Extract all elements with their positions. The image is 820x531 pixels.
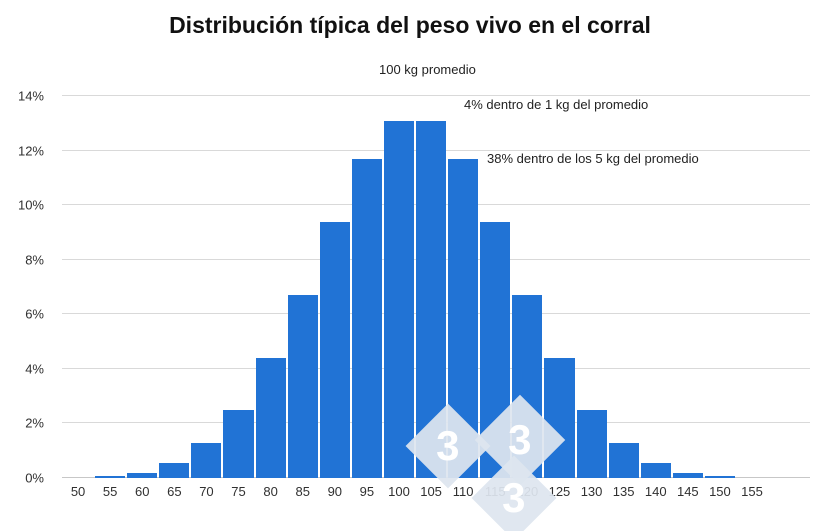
bar: [480, 221, 511, 478]
x-tick-label: 150: [709, 484, 731, 499]
bar: [544, 357, 575, 478]
annotation-within-5kg: 38% dentro de los 5 kg del promedio: [487, 151, 699, 166]
y-tick-label: 6%: [25, 306, 44, 322]
plot-area: 3 3 3: [62, 95, 810, 531]
bar-slot: [158, 96, 190, 478]
bar-slot: [255, 96, 287, 478]
x-tick-label: 100: [388, 484, 410, 499]
x-tick-label: 60: [135, 484, 150, 499]
bar: [672, 472, 703, 478]
bar: [127, 472, 158, 478]
bar-slot: [447, 96, 479, 478]
annotation-within-1kg: 4% dentro de 1 kg del promedio: [464, 97, 649, 112]
y-tick-label: 4%: [25, 361, 44, 377]
bar-slot: [190, 96, 222, 478]
bar: [319, 221, 350, 478]
x-tick-label: 75: [231, 484, 246, 499]
x-tick-label: 90: [327, 484, 343, 499]
bar: [191, 442, 222, 478]
bar-slot: [383, 96, 415, 478]
bar: [640, 463, 671, 478]
bar-slot: [94, 96, 126, 478]
bar: [576, 409, 607, 478]
bar-slot: [704, 96, 736, 478]
y-axis: 0% 2% 4% 6% 8% 10% 12% 14%: [0, 90, 52, 485]
bar: [159, 463, 190, 478]
bar: [223, 409, 254, 478]
bar-slot: [672, 96, 704, 478]
bar: [383, 120, 415, 478]
bar-slot: [319, 96, 351, 478]
bar-slot: [351, 96, 383, 478]
y-tick-label: 14%: [17, 88, 44, 104]
x-tick-label: 55: [102, 484, 118, 499]
bar-slot: [736, 96, 768, 478]
chart-title: Distribución típica del peso vivo en el …: [169, 12, 651, 38]
x-tick-label: 50: [70, 484, 86, 499]
bar-slot: [222, 96, 254, 478]
x-tick-label: 155: [741, 484, 763, 499]
bar: [95, 476, 126, 478]
bar-slot: [62, 96, 94, 478]
bar-slot: [415, 96, 447, 478]
y-tick-label: 8%: [25, 252, 44, 268]
bar: [608, 442, 639, 478]
x-tick-label: 65: [167, 484, 182, 499]
y-tick-label: 0%: [25, 470, 44, 486]
y-tick-label: 10%: [17, 197, 44, 213]
x-axis: 50 55 60 65 70 75 80 85 90 95 100 105 110 115 120 125 13…: [62, 484, 810, 499]
bar-slot: [576, 96, 608, 478]
bar: [448, 158, 479, 478]
x-tick-label: 105: [420, 484, 442, 499]
x-tick-label: 120: [516, 484, 539, 499]
bar: [351, 158, 382, 478]
bar: [287, 295, 318, 478]
x-tick-label: 140: [644, 484, 667, 499]
x-tick-label: 95: [359, 484, 375, 499]
x-tick-label: 70: [199, 484, 214, 499]
x-tick-label: 110: [452, 484, 474, 499]
x-tick-label: 145: [676, 484, 699, 499]
bar-slot: [287, 96, 319, 478]
y-tick-label: 2%: [25, 415, 44, 431]
y-tick-label: 12%: [17, 143, 44, 159]
bar: [255, 357, 286, 478]
bars-group: [62, 96, 810, 478]
x-tick-label: 130: [580, 484, 603, 499]
x-tick-label: 115: [484, 484, 506, 499]
x-tick-label: 125: [548, 484, 571, 499]
x-tick-label: 80: [263, 484, 278, 499]
bar-slot: [126, 96, 158, 478]
x-tick-label: 135: [612, 484, 635, 499]
bar-slot: [608, 96, 640, 478]
annotation-mean: 100 kg promedio: [379, 62, 476, 77]
bar: [704, 476, 735, 478]
x-tick-label: 85: [295, 484, 310, 499]
gridline: [62, 95, 810, 96]
bar-slot: [640, 96, 672, 478]
bar: [512, 295, 543, 478]
bar: [416, 120, 447, 478]
